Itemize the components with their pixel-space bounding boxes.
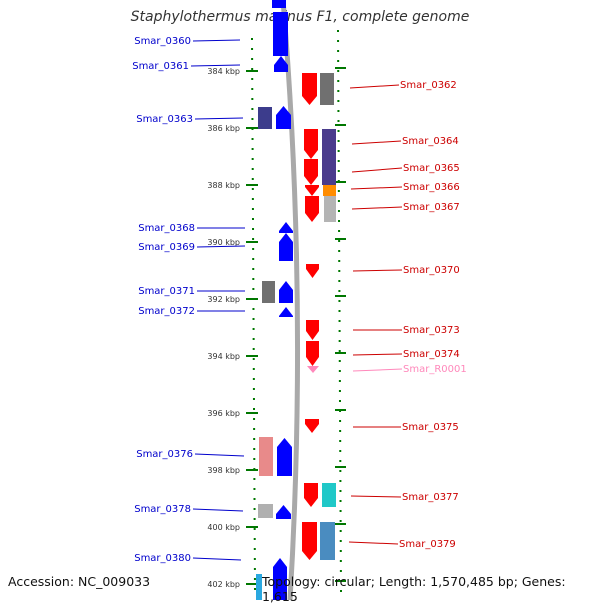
leader-line-right: [350, 186, 403, 190]
gene-forward: [273, 12, 288, 56]
gene-reverse: [305, 185, 319, 196]
gene-reverse: [305, 419, 319, 433]
gene-label-right: Smar_0364: [402, 136, 459, 147]
gene-label-right: Smar_0370: [403, 265, 460, 276]
scale-tick-label: 398 kbp: [207, 466, 240, 475]
gene-forward: [279, 307, 293, 317]
gene-reverse: [304, 483, 318, 507]
gene-label-left: Smar_0368: [138, 223, 195, 234]
leader-line-left: [192, 508, 244, 512]
gene-cog-reverse: [320, 73, 334, 105]
gene-label-left: Smar_0363: [136, 114, 193, 125]
gene-cog-forward: [258, 107, 272, 129]
gene-cog-forward: [262, 281, 275, 303]
leader-line-right: [352, 368, 403, 372]
gene-label-left: Smar_0369: [138, 242, 195, 253]
leader-line-right: [350, 495, 402, 498]
right-scale-line: [337, 29, 342, 593]
gene-reverse: [306, 320, 319, 340]
gene-reverse: [302, 522, 317, 560]
gene-forward: [276, 106, 291, 129]
gene-label-left: Smar_0361: [132, 61, 189, 72]
gene-cog-reverse: [322, 129, 336, 159]
gene-label-left: Smar_0378: [134, 504, 191, 515]
scale-tick-label: 384 kbp: [207, 67, 240, 76]
scale-tick-label: 402 kbp: [207, 580, 240, 589]
gene-label-right: Smar_0374: [403, 349, 460, 360]
gene-label-right: Smar_0379: [399, 539, 456, 550]
leader-line-right: [351, 206, 403, 210]
gene-forward: [277, 438, 292, 476]
gene-label-left: Smar_0380: [134, 553, 191, 564]
leader-line-right: [351, 167, 403, 173]
gene-label-right: Smar_0375: [402, 422, 459, 433]
gene-cog-reverse: [324, 196, 336, 222]
scale-tick-label: 392 kbp: [207, 295, 240, 304]
gene-label-right: Smar_0366: [403, 182, 460, 193]
leader-line-right: [348, 541, 399, 545]
gene-label-right: Smar_0373: [403, 325, 460, 336]
leader-line-left: [192, 557, 242, 561]
leader-line-right: [352, 269, 403, 272]
dna-backbone: [280, 0, 301, 600]
scale-tick-label: 390 kbp: [207, 238, 240, 247]
left-scale-line: [251, 37, 256, 593]
gene-cog-reverse: [322, 159, 336, 185]
leader-line-left: [192, 39, 241, 42]
dna-backbone-strand: [280, 0, 301, 600]
gene-label-right: Smar_0377: [402, 492, 459, 503]
gene-forward: [279, 222, 293, 233]
gene-forward: [279, 233, 293, 261]
gene-rna: [307, 366, 319, 373]
scale-tick-label: 396 kbp: [207, 409, 240, 418]
leader-line-right: [349, 84, 400, 89]
gene-cog-reverse: [323, 185, 336, 196]
gene-cog-forward: [258, 504, 273, 518]
gene-cog-reverse: [320, 522, 335, 560]
scale-tick-label: 394 kbp: [207, 352, 240, 361]
gene-forward: [279, 281, 293, 303]
gene-reverse: [306, 341, 319, 366]
gene-forward: [272, 0, 286, 8]
gene-label-right: Smar_R0001: [403, 364, 467, 375]
label-layer: Smar_0360 Smar_0361 Smar_0363 Smar_0368 Smar…: [132, 36, 467, 564]
gene-label-left: Smar_0371: [138, 286, 195, 297]
gene-label-left: Smar_0360: [134, 36, 191, 47]
scale-tick-label: 386 kbp: [207, 124, 240, 133]
gene-reverse: [302, 73, 317, 105]
gene-label-right: Smar_0365: [403, 163, 460, 174]
gene-reverse: [305, 196, 319, 222]
gene-layer: [256, 0, 336, 600]
leader-line-right: [352, 353, 403, 356]
gene-cog-forward: [256, 574, 262, 600]
gene-forward: [276, 505, 291, 519]
gene-label-right: Smar_0362: [400, 80, 457, 91]
gene-label-left: Smar_0372: [138, 306, 195, 317]
gene-reverse: [306, 264, 319, 278]
gene-reverse: [304, 159, 318, 185]
gene-cog-forward: [259, 437, 273, 476]
accession-text: Accession: NC_009033: [8, 574, 151, 589]
map-title: Staphylothermus marinus F1, complete gen…: [130, 9, 470, 25]
scale-tick-label: 388 kbp: [207, 181, 240, 190]
leader-line-left: [194, 453, 245, 457]
leader-line-left: [196, 245, 246, 248]
leader-line-left: [194, 117, 244, 120]
leader-line-right: [351, 140, 402, 145]
gene-label-right: Smar_0367: [403, 202, 460, 213]
gene-forward: [273, 558, 287, 600]
leader-line-left: [190, 64, 241, 67]
scale-layer: 384 kbp 386 kbp 388 kbp 390 kbp 392 kbp 394 k…: [207, 29, 346, 593]
gene-cog-reverse: [322, 483, 336, 507]
scale-tick-label: 400 kbp: [207, 523, 240, 532]
gene-forward: [274, 56, 288, 72]
gene-label-left: Smar_0376: [136, 449, 193, 460]
gene-reverse: [304, 129, 318, 159]
